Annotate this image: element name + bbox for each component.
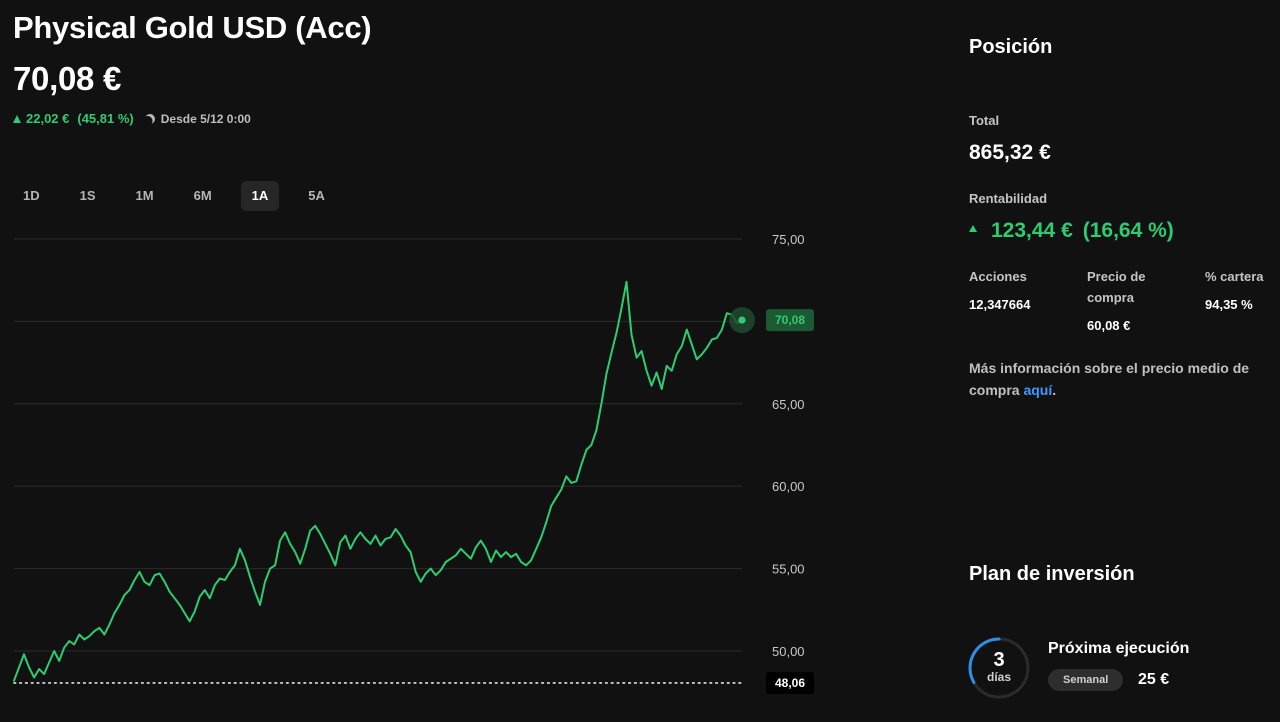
return-label: Rentabilidad xyxy=(969,191,1048,206)
page-title: Physical Gold USD (Acc) xyxy=(13,10,372,45)
return-absolute: 123,44 € xyxy=(991,219,1073,242)
return-value: 123,44 € (16,64 %) xyxy=(969,219,1174,243)
up-triangle-icon xyxy=(969,224,977,232)
current-price: 70,08 € xyxy=(13,60,122,97)
y-tick-label: 55,00 xyxy=(772,562,805,577)
purchase-price-label-line1: Precio de xyxy=(1087,269,1146,284)
shares-label: Acciones xyxy=(969,269,1027,284)
purchase-price-value: 60,08 € xyxy=(1087,318,1131,333)
up-triangle-icon xyxy=(13,114,21,123)
range-tabs: 1D 1S 1M 6M 1A 5A xyxy=(12,181,354,211)
info-link[interactable]: aquí xyxy=(1023,382,1053,398)
since-label: Desde 5/12 0:00 xyxy=(160,111,251,126)
last-price-label: 70,08 xyxy=(775,313,805,327)
last-point-dot xyxy=(738,316,746,324)
total-value: 865,32 € xyxy=(969,141,1051,164)
moon-icon xyxy=(143,112,156,125)
last-price-tag: 70,08 xyxy=(766,309,814,332)
tab-1d[interactable]: 1D xyxy=(23,188,40,203)
return-percent: (16,64 %) xyxy=(1082,219,1174,242)
y-tick-label: 65,00 xyxy=(772,397,805,412)
tab-1m[interactable]: 1M xyxy=(135,188,154,203)
tab-1s[interactable]: 1S xyxy=(79,188,96,203)
y-tick-label: 60,00 xyxy=(772,479,805,494)
y-tick-label: 50,00 xyxy=(772,644,805,659)
tab-6m[interactable]: 6M xyxy=(193,188,212,203)
total-label: Total xyxy=(969,113,1000,128)
next-execution-label: Próxima ejecución xyxy=(1048,640,1190,657)
portfolio-share-label: % cartera xyxy=(1205,269,1264,284)
price-change-row: 22,02 € (45,81 %) Desde 5/12 0:00 xyxy=(13,111,251,126)
days-countdown-ring xyxy=(968,637,1030,699)
tab-5a[interactable]: 5A xyxy=(308,188,325,203)
days-number: 3 xyxy=(993,649,1005,671)
baseline-price-tag: 48,06 xyxy=(766,671,814,694)
days-unit: días xyxy=(986,670,1011,684)
y-tick-label: 75,00 xyxy=(772,232,805,247)
info-text: Más información sobre el precio medio de… xyxy=(969,360,1250,398)
portfolio-share-value: 94,35 % xyxy=(1205,297,1253,312)
position-title: Posición xyxy=(969,36,1053,58)
investment-plan-title: Plan de inversión xyxy=(969,563,1135,585)
info-end: . xyxy=(1052,382,1057,398)
frequency-badge: Semanal xyxy=(1048,669,1124,691)
tab-1a[interactable]: 1A xyxy=(240,181,280,211)
plan-amount: 25 € xyxy=(1138,671,1170,688)
purchase-price-column: Precio de compra 60,08 € xyxy=(1087,266,1146,336)
average-price-info: Más información sobre el precio medio de… xyxy=(969,357,1269,401)
shares-column: Acciones 12,347664 xyxy=(969,266,1030,315)
change-absolute: 22,02 € xyxy=(26,111,70,126)
change-percent: (45,81 %) xyxy=(77,111,134,126)
purchase-price-label-line2: compra xyxy=(1087,290,1134,305)
series-line xyxy=(13,280,743,682)
shares-value: 12,347664 xyxy=(969,297,1031,312)
portfolio-share-column: % cartera 94,35 % xyxy=(1205,266,1264,315)
baseline-price-label: 48,06 xyxy=(775,676,805,690)
